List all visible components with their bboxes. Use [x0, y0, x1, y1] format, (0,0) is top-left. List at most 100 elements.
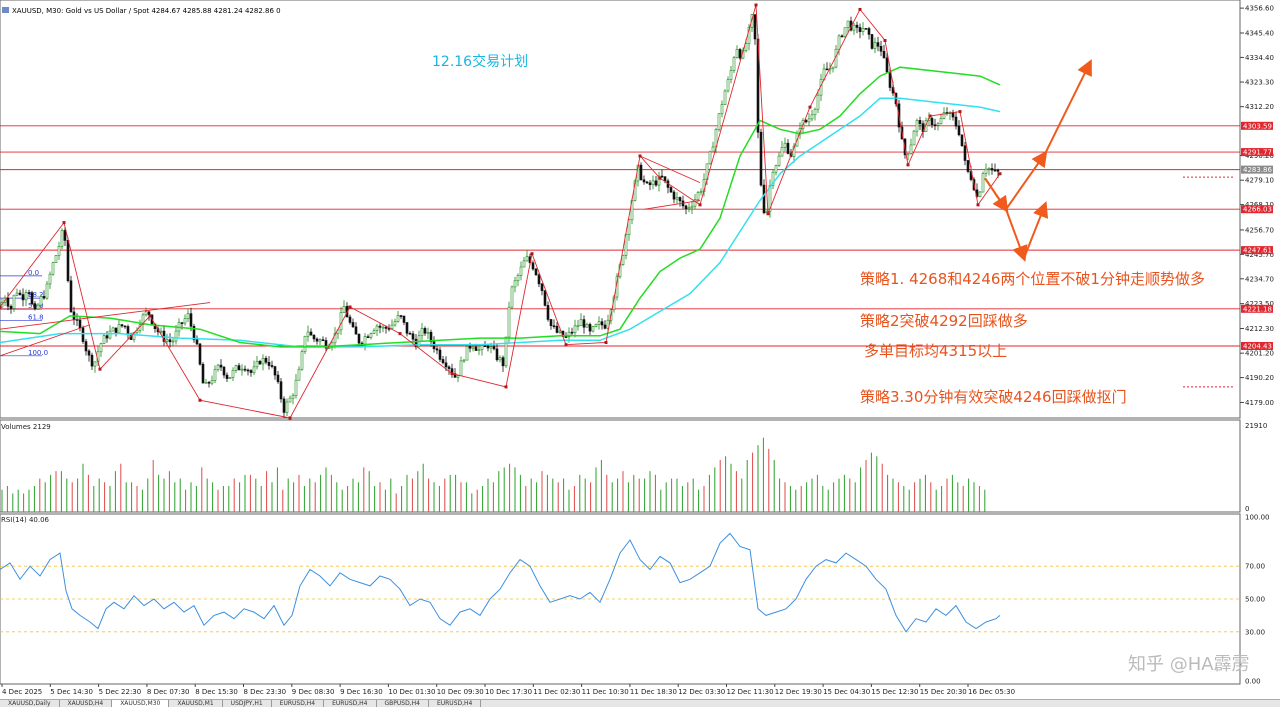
candle-body [600, 321, 604, 326]
chart-tab[interactable]: EURUSD,H4 [429, 700, 482, 707]
price-level-tag-label: 4266.03 [1243, 206, 1272, 214]
price-level-tag [1241, 165, 1273, 174]
candle-body [906, 153, 910, 156]
candle-body [339, 312, 343, 331]
candle-body [567, 331, 571, 338]
candle-body [966, 160, 970, 172]
scenario-arrow [1044, 59, 1092, 155]
candle-body [936, 123, 940, 126]
chart-tab[interactable]: XAUUSD,M1 [169, 700, 223, 707]
candle-body [189, 313, 193, 327]
chart-tab[interactable]: XAUUSD,H4 [60, 700, 113, 707]
chart-tab[interactable]: XAUUSD,Daily [0, 700, 60, 707]
candle-body [48, 273, 52, 285]
time-tick-label: 8 Dec 23:30 [244, 688, 287, 696]
candle-body [555, 325, 559, 333]
candle-body [855, 24, 859, 28]
time-tick-label: 10 Dec 01:30 [388, 688, 435, 696]
candle-body [282, 398, 286, 413]
chart-tab[interactable]: EURUSD,H4 [272, 700, 325, 707]
candle-body [378, 325, 382, 328]
candle-body [465, 346, 469, 361]
candle-body [549, 319, 553, 327]
candle-body [309, 331, 313, 336]
candle-body [123, 325, 127, 328]
candle-body [300, 351, 304, 370]
candle-body [405, 322, 409, 334]
candle-body [711, 146, 715, 153]
candle-body [186, 313, 190, 320]
candle-body [489, 346, 493, 349]
time-tick-label: 4 Dec 2025 [2, 688, 42, 696]
candle-body [858, 27, 862, 32]
candle-body [627, 219, 631, 235]
scenario-arrow [1023, 201, 1049, 259]
candle-body [126, 326, 130, 335]
candle-body [540, 283, 544, 291]
price-level-tag-label: 4221.18 [1243, 305, 1272, 313]
candle-body [513, 280, 517, 288]
candle-body [537, 274, 541, 285]
candle-body [753, 14, 757, 40]
target-text: 多单目标均4315以上 [864, 342, 1007, 360]
candle-body [825, 68, 829, 71]
candle-body [621, 255, 625, 265]
candle-body [663, 176, 667, 182]
candle-body [288, 397, 292, 403]
chart-tab[interactable]: XAUUSD,M30 [112, 700, 170, 707]
price-tick-label: 4223.50 [1245, 300, 1274, 308]
price-level-tag-label: 4303.59 [1243, 122, 1272, 130]
candle-body [570, 331, 574, 334]
candle-body [651, 180, 655, 186]
trend-line [0, 324, 91, 357]
candle-body [33, 303, 37, 310]
zigzag-point [98, 367, 102, 371]
candle-body [87, 350, 91, 356]
candle-body [504, 336, 508, 367]
time-tick-label: 15 Dec 20:30 [920, 688, 967, 696]
time-tick-label: 12 Dec 19:30 [775, 688, 822, 696]
time-tick-label: 16 Dec 05:30 [968, 688, 1015, 696]
time-tick-label: 11 Dec 18:30 [630, 688, 677, 696]
candle-body [45, 283, 49, 299]
candle-body [114, 327, 118, 334]
zigzag-point [638, 154, 642, 158]
time-tick-label: 5 Dec 22:30 [99, 688, 142, 696]
zigzag-point [530, 252, 534, 256]
candle-body [372, 330, 376, 334]
candle-body [783, 142, 787, 148]
candle-body [84, 341, 88, 352]
ma-slow-line [0, 97, 1001, 348]
candle-body [507, 306, 511, 338]
candle-body [210, 380, 214, 384]
chart-tab[interactable]: EURUSD,H4 [324, 700, 377, 707]
candle-body [831, 66, 835, 69]
candle-body [402, 315, 406, 323]
candle-body [108, 330, 112, 339]
candle-body [264, 357, 268, 363]
candle-body [669, 187, 673, 193]
trend-line [639, 155, 701, 184]
zigzag-point [62, 221, 66, 225]
candle-body [564, 336, 568, 338]
candle-body [483, 345, 487, 348]
candle-body [978, 191, 982, 197]
candle-body [582, 319, 586, 328]
candle-body [276, 374, 280, 383]
chart-tab[interactable]: USDJPY,H1 [223, 700, 272, 707]
time-tick-label: 12 Dec 11:30 [727, 688, 774, 696]
candle-body [771, 171, 775, 186]
price-tick-label: 4212.30 [1245, 325, 1274, 333]
candle-body [78, 319, 82, 329]
candle-body [201, 363, 205, 384]
candle-body [351, 322, 355, 328]
candle-body [333, 333, 337, 344]
candle-body [648, 182, 652, 186]
candle-body [675, 197, 679, 200]
chart-tab[interactable]: GBPUSD,H4 [377, 700, 429, 707]
candle-body [996, 169, 1000, 172]
candle-body [192, 326, 196, 341]
candle-body [174, 330, 178, 342]
candle-body [735, 49, 739, 58]
